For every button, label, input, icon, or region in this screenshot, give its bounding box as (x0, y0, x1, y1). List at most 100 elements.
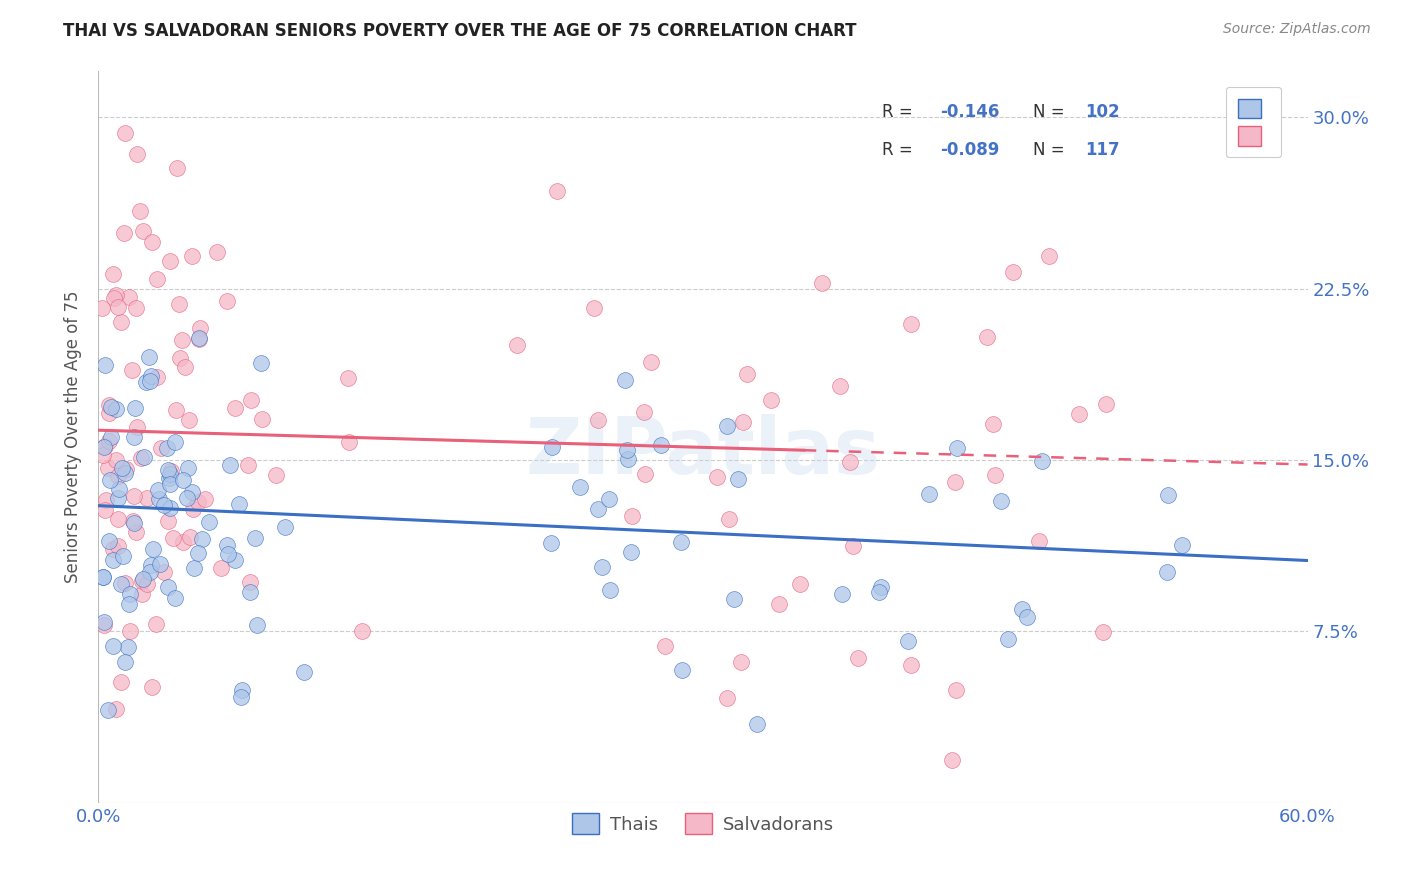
Point (747, 717, 769, 731)
Point (107, 301, 129, 315)
Point (118, 290, 141, 304)
Point (114, 656, 136, 670)
Point (100, 473, 122, 487)
Point (142, 541, 165, 556)
Point (592, 560, 614, 574)
Point (111, 461, 134, 475)
Point (941, 753, 963, 767)
Point (716, 690, 738, 705)
Point (107, 482, 129, 496)
Point (188, 321, 211, 335)
Point (717, 512, 740, 526)
Point (706, 470, 728, 484)
Point (990, 494, 1012, 508)
Point (633, 404, 655, 418)
Point (174, 359, 197, 374)
Point (828, 379, 851, 393)
Point (90, 301, 112, 315)
Point (900, 317, 922, 331)
Point (139, 558, 162, 572)
Point (100, 430, 122, 444)
Point (546, 184, 568, 198)
Point (246, 618, 269, 632)
Point (187, 546, 209, 560)
Point (1031, 454, 1053, 468)
Point (997, 632, 1019, 646)
Point (107, 491, 129, 505)
Text: -0.089: -0.089 (941, 141, 1000, 159)
Point (181, 249, 204, 263)
Point (190, 532, 212, 546)
Text: ZIPatlas: ZIPatlas (526, 414, 880, 490)
Point (118, 597, 141, 611)
Point (138, 350, 160, 364)
Point (125, 419, 148, 434)
Point (946, 441, 969, 455)
Point (120, 586, 142, 600)
Point (176, 491, 198, 506)
Point (141, 680, 163, 694)
Point (157, 580, 180, 594)
Point (125, 301, 148, 316)
Point (131, 574, 153, 589)
Point (120, 624, 142, 639)
Point (224, 553, 246, 567)
Point (135, 491, 157, 505)
Point (122, 516, 145, 531)
Point (103, 552, 125, 566)
Point (129, 451, 152, 466)
Point (152, 565, 174, 579)
Point (231, 682, 253, 697)
Point (117, 640, 139, 654)
Point (1156, 566, 1178, 580)
Point (540, 535, 562, 549)
Point (870, 580, 893, 594)
Point (842, 539, 865, 553)
Point (236, 458, 259, 472)
Point (132, 450, 155, 464)
Point (114, 467, 136, 481)
Point (159, 254, 181, 268)
Point (114, 126, 136, 140)
Point (121, 514, 143, 528)
Point (1067, 407, 1090, 421)
Point (188, 332, 211, 346)
Point (252, 412, 274, 426)
Point (211, 561, 233, 575)
Point (131, 587, 153, 601)
Point (1091, 624, 1114, 639)
Point (156, 441, 179, 455)
Point (132, 224, 155, 238)
Point (240, 393, 263, 408)
Point (582, 301, 605, 315)
Point (159, 467, 181, 481)
Point (239, 574, 262, 589)
Point (107, 468, 129, 483)
Point (187, 331, 209, 345)
Point (165, 403, 187, 417)
Point (148, 491, 170, 506)
Point (229, 690, 252, 704)
Point (917, 487, 939, 501)
Point (239, 584, 262, 599)
Point (1001, 265, 1024, 279)
Point (146, 370, 169, 384)
Point (103, 267, 125, 281)
Point (148, 557, 170, 571)
Point (94, 492, 117, 507)
Point (97, 461, 120, 475)
Point (250, 355, 273, 369)
Point (205, 245, 228, 260)
Point (100, 400, 122, 414)
Point (1094, 397, 1116, 411)
Point (586, 502, 609, 516)
Point (716, 419, 738, 434)
Point (187, 495, 209, 509)
Point (156, 463, 179, 477)
Text: R =: R = (882, 141, 918, 159)
Point (172, 535, 194, 549)
Point (121, 363, 143, 377)
Point (588, 413, 610, 427)
Point (150, 442, 173, 456)
Point (135, 375, 157, 389)
